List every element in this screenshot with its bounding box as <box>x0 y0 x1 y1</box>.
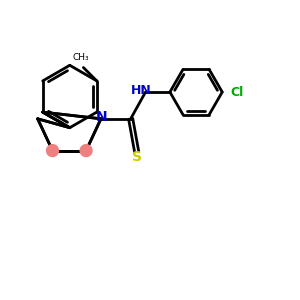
Text: N: N <box>96 110 107 124</box>
Text: CH₃: CH₃ <box>72 53 89 62</box>
Text: S: S <box>132 150 142 164</box>
Text: Cl: Cl <box>230 85 244 98</box>
Circle shape <box>80 145 92 157</box>
Circle shape <box>46 145 58 157</box>
Text: HN: HN <box>131 84 152 97</box>
